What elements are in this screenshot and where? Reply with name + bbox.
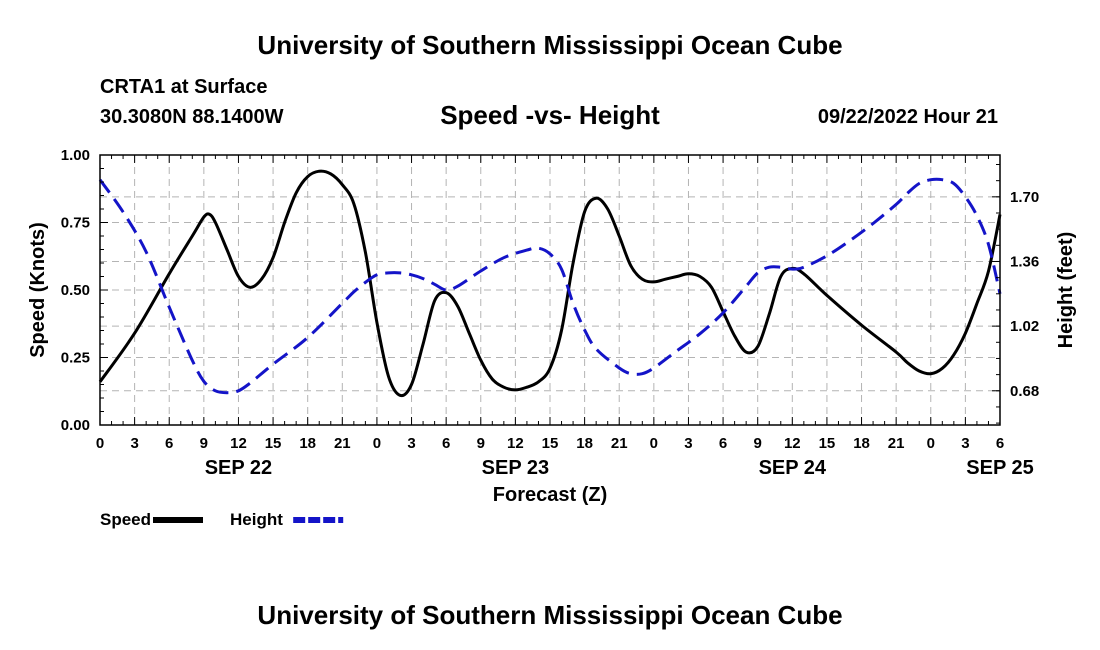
y-tick-label: 0.75: [61, 215, 90, 232]
x-tick-label: 21: [334, 435, 351, 452]
x-tick-label: 18: [853, 435, 870, 452]
x-tick-label: 21: [888, 435, 905, 452]
x-axis-label: Forecast (Z): [493, 484, 607, 506]
x-tick-label: 12: [507, 435, 524, 452]
x-tick-label: 9: [754, 435, 762, 452]
x-tick-label: 0: [96, 435, 104, 452]
x-tick-label: 15: [542, 435, 559, 452]
chart-title-bottom: University of Southern Mississippi Ocean…: [257, 600, 843, 630]
x-tick-label: 6: [996, 435, 1004, 452]
legend: Speed Height: [100, 510, 344, 529]
y2-tick-label: 1.36: [1010, 253, 1039, 270]
y2-tick-label: 1.02: [1010, 318, 1039, 335]
x-tick-label: 3: [684, 435, 692, 452]
x-tick-label: 12: [784, 435, 801, 452]
y-tick-label: 0.25: [61, 350, 90, 367]
x-tick-label: 15: [265, 435, 282, 452]
chart-title-top: University of Southern Mississippi Ocean…: [257, 30, 843, 60]
y-tick-label: 0.00: [61, 417, 90, 434]
series-line-speed: [98, 169, 1002, 398]
y2-tick-label: 1.70: [1010, 189, 1039, 206]
legend-label-height: Height: [230, 510, 283, 529]
x-tick-label: 6: [442, 435, 450, 452]
x-tick-label: 18: [576, 435, 593, 452]
x-tick-label: 9: [477, 435, 485, 452]
y2-axis-label: Height (feet): [1055, 232, 1077, 349]
day-label: SEP 22: [205, 457, 272, 479]
day-label: SEP 24: [759, 457, 827, 479]
y2-tick-label: 0.68: [1010, 383, 1039, 400]
x-tick-label: 18: [299, 435, 316, 452]
x-tick-label: 3: [407, 435, 415, 452]
y-axis-label: Speed (Knots): [27, 222, 49, 358]
x-tick-label: 15: [819, 435, 836, 452]
day-label: SEP 23: [482, 457, 549, 479]
x-tick-label: 3: [130, 435, 138, 452]
y-tick-label: 0.50: [61, 282, 90, 299]
x-tick-label: 6: [719, 435, 727, 452]
x-tick-label: 0: [927, 435, 935, 452]
x-tick-label: 12: [230, 435, 247, 452]
station-label: CRTA1 at Surface: [100, 76, 268, 98]
chart-subtitle: Speed -vs- Height: [440, 100, 660, 130]
station-coordinates: 30.3080N 88.1400W: [100, 106, 284, 128]
day-label: SEP 25: [966, 457, 1033, 479]
series-lines: [98, 169, 1002, 398]
forecast-date-hour: 09/22/2022 Hour 21: [817, 106, 998, 128]
x-tick-label: 9: [200, 435, 208, 452]
axes: 0 3 6 9 12 15 18 21 0 3 6 9 12 15 18 21 0 3 6 9 12 15 18 21 0 3 6 S…: [27, 147, 1077, 506]
x-tick-label: 0: [373, 435, 381, 452]
x-tick-label: 6: [165, 435, 173, 452]
x-tick-label: 21: [611, 435, 628, 452]
grid-lines: [100, 155, 1000, 425]
y-tick-label: 1.00: [61, 147, 90, 164]
x-tick-label: 0: [650, 435, 658, 452]
x-tick-label: 3: [961, 435, 969, 452]
series-line-height: [98, 177, 1002, 395]
legend-label-speed: Speed: [100, 510, 151, 529]
